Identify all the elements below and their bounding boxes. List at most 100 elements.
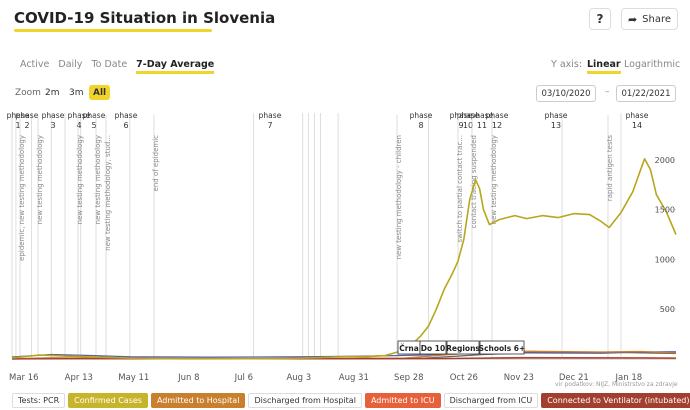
legend-confirmed-cases[interactable]: Confirmed Cases <box>68 393 148 408</box>
legend-discharged-from-icu[interactable]: Discharged from ICU <box>443 393 539 408</box>
plot-area <box>12 107 676 362</box>
y-tick-label: 500 <box>660 305 675 314</box>
event-annotation-label: new testing methodology - children <box>395 135 403 259</box>
event-annotation-label: new testing methodology <box>36 135 44 224</box>
phase-label-top: phase <box>471 111 494 120</box>
page-title: COVID-19 Situation in Slovenia <box>14 9 276 27</box>
phase-label-number: 6 <box>123 121 128 130</box>
share-button[interactable]: ➦ Share <box>621 8 678 30</box>
phase-label-top: phase <box>83 111 106 120</box>
phase-label-top: phase <box>450 111 473 120</box>
x-tick-label: May 11 <box>118 373 149 383</box>
phase-label-top: phase <box>486 111 509 120</box>
phase-label-top: phase <box>626 111 649 120</box>
region-badge-label: Schools 6+ <box>479 344 526 353</box>
phase-label-number: 14 <box>632 121 642 130</box>
x-tick-label: Nov 23 <box>504 373 534 383</box>
region-badge-label: Do 10 <box>421 344 445 353</box>
phase-label-top: phase <box>42 111 65 120</box>
phase-label-number: 1 <box>15 121 20 130</box>
phase-label-number: 11 <box>477 121 487 130</box>
data-source-credit: vir podatkov: NIJZ, Ministrstvo za zdrav… <box>555 381 678 388</box>
phase-label-number: 9 <box>458 121 463 130</box>
x-axis-ticks: Mar 16 Apr 13 May 11 Jun 8 Jul 6 Aug 3 Aug 31 S… <box>9 373 642 383</box>
series-legend: Tests: PCR Confirmed Cases Admitted to H… <box>12 393 690 408</box>
phase-label-number: 8 <box>418 121 423 130</box>
zoom-3m-button[interactable]: 3m <box>69 87 84 98</box>
zoom-all-button[interactable]: All <box>89 85 111 100</box>
tab-active[interactable]: Active <box>20 59 50 70</box>
series-line-confirmed-cases <box>11 158 677 360</box>
series-tabs: Active Daily To Date 7-Day Average <box>20 59 215 74</box>
region-badge-box <box>446 340 480 355</box>
x-tick-label: Jul 6 <box>234 373 253 383</box>
event-annotation-label: end of epidemic <box>152 135 160 192</box>
phase-lines <box>11 113 622 359</box>
phase-label-number: 4 <box>76 121 81 130</box>
phase-label-top: phase <box>68 111 91 120</box>
x-tick-label: Aug 3 <box>286 373 311 383</box>
event-annotations: epidemic, new testing methodology new tes… <box>18 115 614 359</box>
phase-label-top: phase <box>410 111 433 120</box>
event-annotation-label: contact tracing suspended <box>470 135 478 228</box>
date-separator: – <box>605 87 610 97</box>
y-axis-linear[interactable]: Linear <box>587 59 621 74</box>
x-tick-label: Jan 18 <box>615 373 643 383</box>
tab-daily[interactable]: Daily <box>58 59 83 70</box>
phase-label-number: 13 <box>551 121 561 130</box>
phase-label-top: phase <box>545 111 568 120</box>
date-from-input[interactable] <box>536 85 596 102</box>
x-tick-label: Sep 28 <box>394 373 424 383</box>
y-tick-label: 2000 <box>655 156 675 165</box>
legend-admitted-to-icu[interactable]: Admitted to ICU <box>364 393 441 408</box>
x-tick-label: Dec 21 <box>559 373 589 383</box>
phase-label-number: 2 <box>24 121 29 130</box>
phase-labels: phase1phase2phase3phase4phase5phase6phas… <box>7 111 649 130</box>
share-label: Share <box>642 13 672 25</box>
event-annotation-label: new testing methodology, stud... <box>104 135 112 251</box>
y-axis-ticks: 500 1000 1500 2000 <box>655 156 675 314</box>
legend-discharged-from-hospital[interactable]: Discharged from Hospital <box>248 393 362 408</box>
phase-label-top: phase <box>16 111 39 120</box>
phase-label-number: 5 <box>91 121 96 130</box>
phase-label-number: 7 <box>267 121 272 130</box>
legend-tests-pcr[interactable]: Tests: PCR <box>12 393 66 408</box>
y-axis-label: Y axis: <box>551 59 583 70</box>
region-badge-label: Črna <box>399 344 419 353</box>
legend-admitted-to-hospital[interactable]: Admitted to Hospital <box>150 393 246 408</box>
event-annotation-label: new testing methodology <box>76 135 84 224</box>
x-tick-label: Apr 13 <box>65 373 93 383</box>
phase-label-top: phase <box>457 111 480 120</box>
event-annotation-label: epidemic, new testing methodology <box>18 135 26 261</box>
event-annotation-label: new testing methodology <box>490 135 498 224</box>
x-tick-label: Oct 26 <box>450 373 478 383</box>
phase-label-top: phase <box>259 111 282 120</box>
region-badge-box <box>419 340 447 355</box>
covid-chart[interactable]: phase1phase2phase3phase4phase5phase6phas… <box>0 105 690 390</box>
event-annotation-label: switch to partial contact trac... <box>456 135 464 242</box>
phase-label-number: 3 <box>50 121 55 130</box>
date-to-input[interactable] <box>616 85 676 102</box>
series-line-connected-to-ventilator-intubated- <box>11 357 677 360</box>
x-tick-label: Jun 8 <box>177 373 199 383</box>
y-axis-logarithmic[interactable]: Logarithmic <box>624 59 681 70</box>
x-tick-label: Aug 31 <box>339 373 369 383</box>
event-annotation-label: rapid antigen tests <box>606 135 614 201</box>
phase-label-top: phase <box>7 111 30 120</box>
x-tick-label: Mar 16 <box>9 373 39 383</box>
tab-to-date[interactable]: To Date <box>91 59 128 70</box>
title-underline <box>14 29 212 32</box>
phase-label-number: 12 <box>492 121 502 130</box>
phase-label-top: phase <box>115 111 138 120</box>
y-tick-label: 1000 <box>655 255 675 264</box>
phase-label-number: 10 <box>463 121 473 130</box>
zoom-2m-button[interactable]: 2m <box>45 87 60 98</box>
share-icon: ➦ <box>627 12 638 26</box>
chart-series <box>11 158 677 360</box>
region-badge-box <box>479 340 525 355</box>
legend-connected-to-ventilator[interactable]: Connected to Ventilator (intubated) <box>541 393 690 408</box>
tab-7-day-average[interactable]: 7-Day Average <box>136 59 215 74</box>
help-button[interactable]: ? <box>589 8 611 30</box>
event-annotation-label: new testing methodology <box>94 135 102 224</box>
